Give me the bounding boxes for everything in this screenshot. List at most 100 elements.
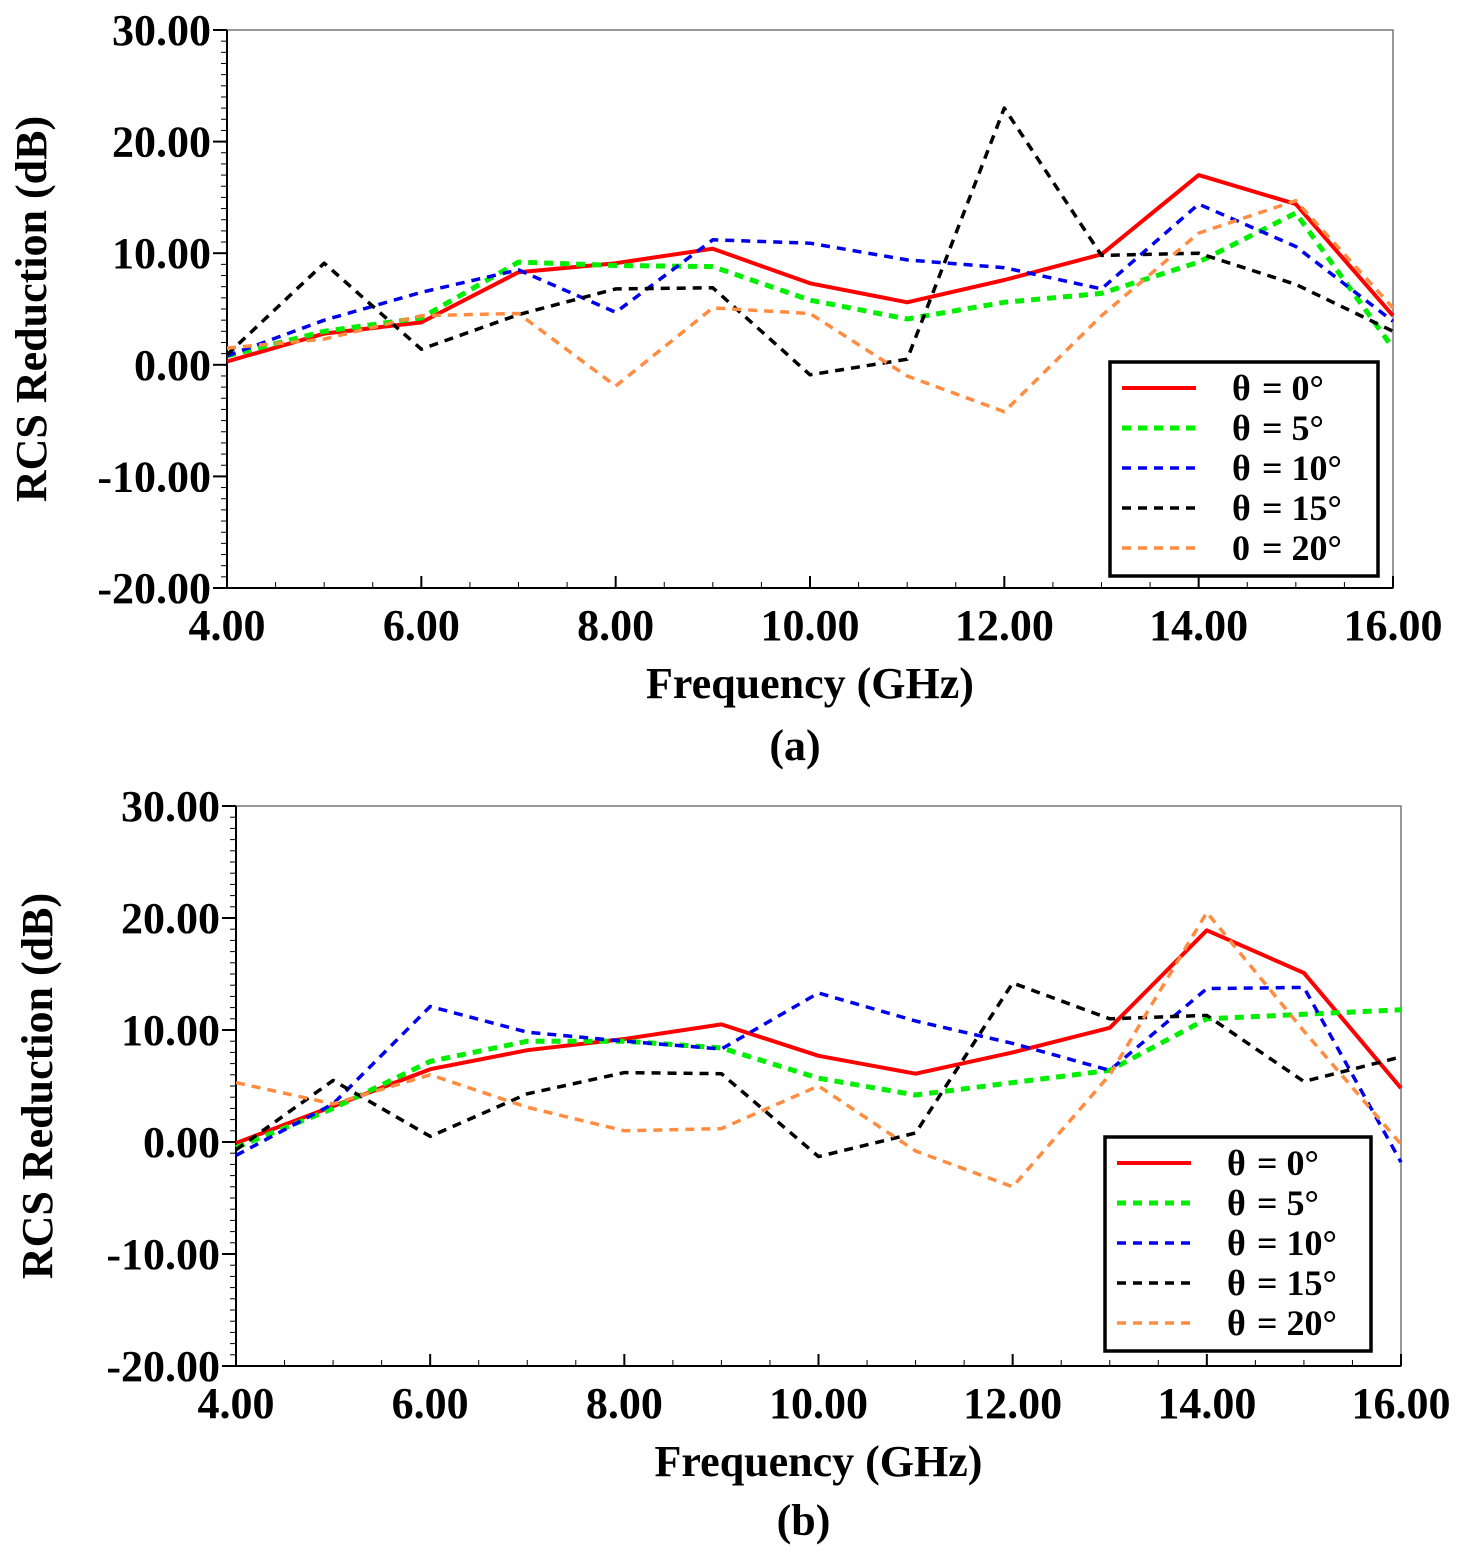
data-point-series-1 (322, 329, 326, 333)
data-point-series-2 (322, 318, 326, 322)
data-point-series-3 (1100, 253, 1104, 257)
data-point-series-4 (225, 346, 229, 350)
data-point-series-0 (1011, 1050, 1015, 1054)
x-tick-label: 4.00 (189, 601, 266, 650)
data-point-series-1 (331, 1106, 335, 1110)
data-point-series-1 (914, 1093, 918, 1097)
data-point-series-3 (1399, 1055, 1403, 1059)
data-point-series-3 (1294, 282, 1298, 286)
series-line-4 (226, 198, 1395, 414)
data-point-series-2 (1294, 245, 1298, 249)
data-point-series-4 (905, 374, 909, 378)
data-point-series-0 (1197, 173, 1201, 177)
data-point-series-2 (817, 991, 821, 995)
data-point-series-4 (622, 1129, 626, 1133)
data-point-series-2 (1391, 319, 1395, 323)
data-point-series-0 (1302, 971, 1306, 975)
data-point-series-1 (711, 265, 715, 269)
data-point-series-4 (322, 337, 326, 341)
legend-symbol: θ (1227, 1223, 1246, 1263)
series-line-4 (235, 910, 1403, 1189)
y-tick-label: -10.00 (97, 452, 211, 501)
legend-symbol: θ (1232, 448, 1251, 488)
data-point-series-3 (711, 286, 715, 290)
data-point-series-3 (1391, 329, 1395, 333)
panel-caption: (b) (777, 1496, 831, 1545)
data-point-series-1 (1399, 1008, 1403, 1012)
data-point-series-1 (905, 317, 909, 321)
legend-symbol: θ (1227, 1143, 1246, 1183)
data-point-series-0 (1205, 928, 1209, 932)
data-point-series-4 (914, 1149, 918, 1153)
data-point-series-4 (1302, 1029, 1306, 1033)
data-point-series-2 (808, 241, 812, 245)
x-tick-label: 12.00 (963, 1379, 1062, 1428)
data-point-series-3 (914, 1131, 918, 1135)
x-tick-label: 12.00 (955, 601, 1054, 650)
data-point-series-0 (719, 1022, 723, 1026)
data-point-series-3 (1002, 106, 1006, 110)
data-point-series-4 (1100, 314, 1104, 318)
legend-label: = 5° (1262, 408, 1324, 448)
x-tick-label: 16.00 (1352, 1379, 1451, 1428)
data-point-series-2 (622, 1039, 626, 1043)
data-point-series-1 (428, 1059, 432, 1063)
data-point-series-4 (1205, 910, 1209, 914)
data-point-series-1 (1002, 300, 1006, 304)
data-point-series-2 (1002, 266, 1006, 270)
data-point-series-0 (1391, 314, 1395, 318)
data-point-series-2 (711, 238, 715, 242)
y-axis-title: RCS Reduction (dB) (13, 893, 62, 1279)
data-point-series-4 (1108, 1073, 1112, 1077)
series-line-0 (226, 173, 1395, 364)
legend-symbol: θ (1227, 1303, 1246, 1343)
data-point-series-1 (808, 298, 812, 302)
data-point-series-0 (808, 281, 812, 285)
data-point-series-3 (614, 287, 618, 291)
data-point-series-0 (905, 300, 909, 304)
data-point-series-1 (1100, 291, 1104, 295)
chart-b-svg: 30.00 20.00 10.00 0.00 -10.00 -20.004.00 6.00 8… (13, 782, 1451, 1545)
data-point-series-1 (517, 260, 521, 264)
data-point-series-3 (525, 1092, 529, 1096)
data-point-series-2 (234, 1153, 238, 1157)
data-point-series-4 (711, 306, 715, 310)
x-tick-label: 14.00 (1157, 1379, 1256, 1428)
data-point-series-3 (817, 1155, 821, 1159)
data-point-series-0 (1002, 278, 1006, 282)
x-tick-label: 10.00 (761, 601, 860, 650)
data-point-series-3 (419, 347, 423, 351)
legend-label: = 15° (1262, 488, 1342, 528)
data-point-series-3 (331, 1078, 335, 1082)
panel-caption: (a) (769, 721, 820, 770)
y-axis-title: RCS Reduction (dB) (7, 116, 56, 502)
y-tick-label: -20.00 (97, 564, 211, 613)
y-tick-label: 20.00 (112, 118, 211, 167)
legend-label: = 20° (1257, 1303, 1337, 1343)
y-tick-label: 0.00 (143, 1118, 220, 1167)
x-tick-label: 8.00 (577, 601, 654, 650)
x-tick-label: 6.00 (392, 1379, 469, 1428)
data-point-series-3 (322, 261, 326, 265)
data-point-series-4 (1294, 199, 1298, 203)
y-tick-label: -20.00 (106, 1342, 220, 1391)
data-point-series-2 (517, 268, 521, 272)
data-point-series-1 (1302, 1012, 1306, 1016)
data-point-series-0 (711, 247, 715, 251)
legend-label: = 0° (1257, 1143, 1319, 1183)
data-point-series-3 (1197, 251, 1201, 255)
data-point-series-2 (914, 1019, 918, 1023)
legend-symbol: θ (1232, 488, 1251, 528)
y-tick-label: 30.00 (121, 782, 220, 831)
data-point-series-3 (1108, 1017, 1112, 1021)
legend-label: = 5° (1257, 1183, 1319, 1223)
y-tick-label: 10.00 (121, 1006, 220, 1055)
y-tick-label: 10.00 (112, 229, 211, 278)
data-point-series-4 (331, 1102, 335, 1106)
legend-symbol: 0 (1232, 528, 1250, 568)
data-point-series-1 (614, 263, 618, 267)
series-line-2 (235, 985, 1403, 1164)
series-line-0 (235, 928, 1403, 1145)
data-point-series-1 (1197, 260, 1201, 264)
data-point-series-4 (719, 1127, 723, 1131)
